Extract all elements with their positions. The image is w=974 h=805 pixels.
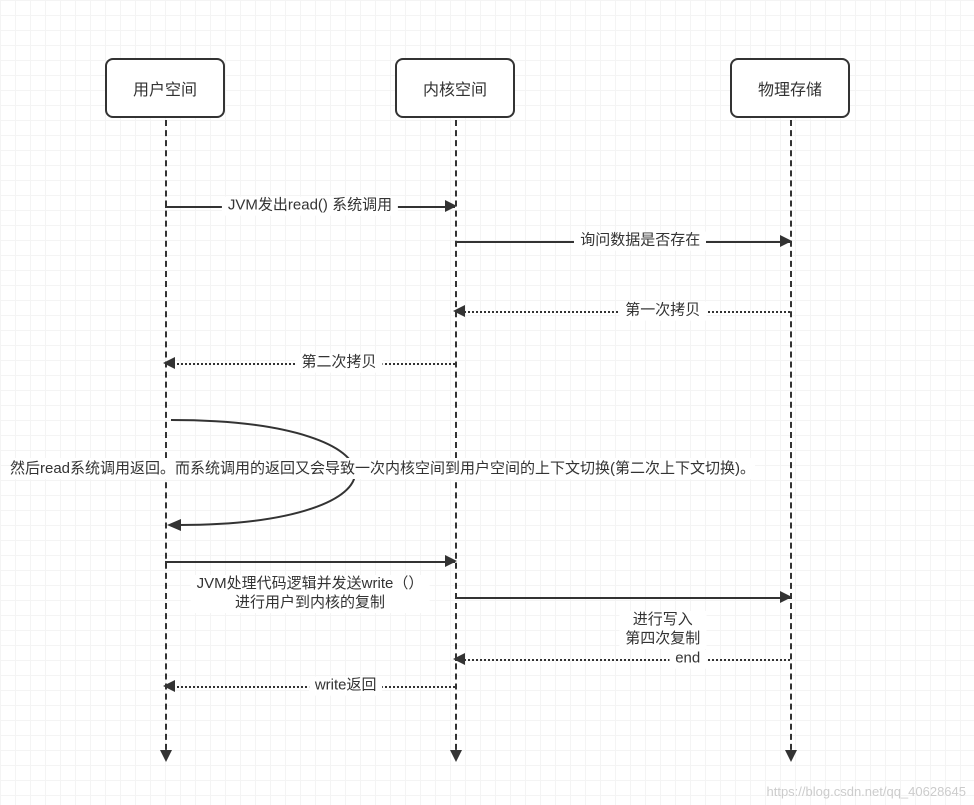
participant-user: 用户空间: [105, 58, 225, 118]
message-m6: JVM处理代码逻辑并发送write（）进行用户到内核的复制: [165, 560, 455, 562]
message-m9: write返回: [165, 685, 455, 687]
participant-kernel-label: 内核空间: [423, 76, 487, 100]
watermark: https://blog.csdn.net/qq_40628645: [767, 784, 967, 799]
context-switch-note: 然后read系统调用返回。而系统调用的返回又会导致一次内核空间到用户空间的上下文…: [10, 458, 755, 479]
lifeline-storage: [790, 120, 792, 760]
message-m1-label: JVM发出read() 系统调用: [222, 197, 398, 216]
background-grid: [0, 0, 974, 805]
message-m6-label: JVM处理代码逻辑并发送write（）进行用户到内核的复制: [191, 575, 430, 613]
message-m3: 第一次拷贝: [455, 310, 790, 312]
message-m2: 询问数据是否存在: [455, 240, 790, 242]
participant-kernel: 内核空间: [395, 58, 515, 118]
message-m7-label: 进行写入第四次复制: [619, 611, 706, 649]
message-m8-label: end: [669, 650, 706, 669]
message-m9-label: write返回: [309, 677, 383, 696]
participant-storage: 物理存储: [730, 58, 850, 118]
message-m3-label: 第一次拷贝: [619, 302, 706, 321]
message-m1: JVM发出read() 系统调用: [165, 205, 455, 207]
participant-storage-label: 物理存储: [758, 76, 822, 100]
participant-user-label: 用户空间: [133, 76, 197, 100]
message-m4-label: 第二次拷贝: [295, 354, 382, 373]
message-m4: 第二次拷贝: [165, 362, 455, 364]
message-m8: end: [455, 658, 790, 660]
message-m2-label: 询问数据是否存在: [574, 232, 706, 251]
message-m7: 进行写入第四次复制: [455, 596, 790, 598]
